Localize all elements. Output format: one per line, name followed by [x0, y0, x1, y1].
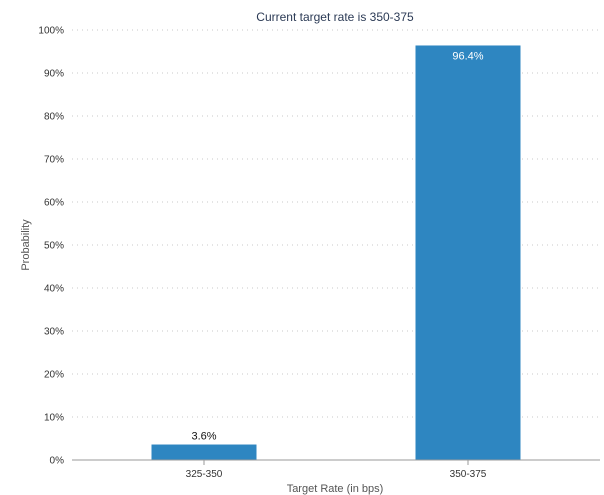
y-tick-label: 40% [44, 284, 64, 295]
x-axis-label: Target Rate (in bps) [287, 483, 384, 495]
y-tick-label: 10% [44, 413, 64, 424]
bar-value-label: 96.4% [452, 50, 483, 62]
bars: 3.6% 96.4% [151, 45, 521, 460]
chart-title: Current target rate is 350-375 [256, 10, 414, 24]
y-tick-label: 30% [44, 327, 64, 338]
bar-325-350 [151, 444, 257, 460]
y-tick-label: 60% [44, 198, 64, 209]
bar-value-label: 3.6% [191, 431, 216, 443]
bar-350-375 [415, 45, 521, 460]
y-axis-ticks: 0% 10% 20% 30% 40% 50% 60% 70% 80% 90% 100% [38, 26, 64, 467]
y-tick-label: 50% [44, 241, 64, 252]
x-tick-label: 350-375 [450, 469, 487, 480]
x-tick-label: 325-350 [186, 469, 223, 480]
y-tick-label: 0% [50, 456, 65, 467]
y-tick-label: 90% [44, 69, 64, 80]
gridlines [72, 29, 600, 418]
y-tick-label: 80% [44, 112, 64, 123]
x-axis-ticks: 325-350 350-375 [186, 460, 487, 480]
y-tick-label: 100% [38, 26, 64, 37]
y-tick-label: 20% [44, 370, 64, 381]
y-axis-label: Probability [20, 219, 32, 271]
y-tick-label: 70% [44, 155, 64, 166]
